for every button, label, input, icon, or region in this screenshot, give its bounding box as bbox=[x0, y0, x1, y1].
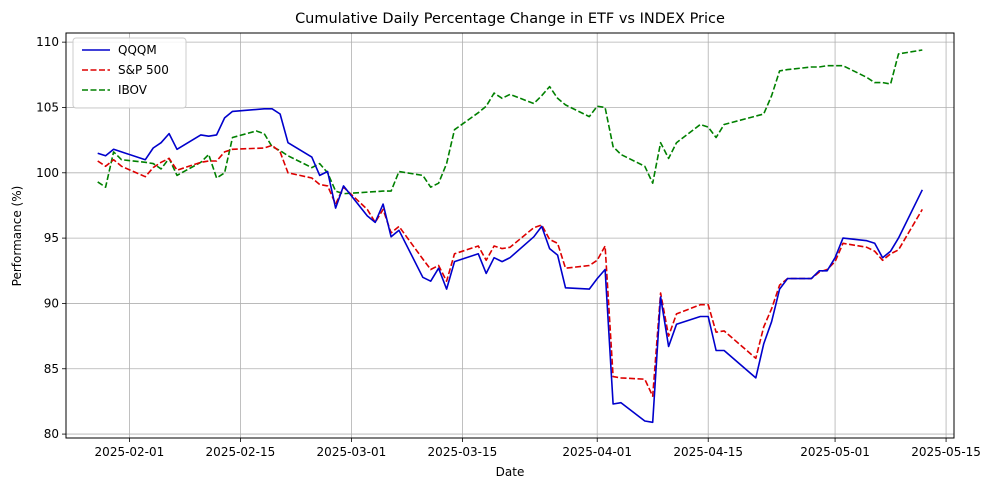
plot-area: 2025-02-01 2025-02-15 2025-03-01 2025-03-15… bbox=[36, 32, 981, 459]
x-tick-label: 2025-03-01 bbox=[317, 445, 387, 459]
x-axis-ticks: 2025-02-01 2025-02-15 2025-03-01 2025-03-15… bbox=[95, 438, 981, 459]
chart-title: Cumulative Daily Percentage Change in ET… bbox=[295, 11, 725, 27]
y-tick-label: 90 bbox=[44, 296, 59, 310]
x-tick-label: 2025-05-15 bbox=[911, 445, 981, 459]
y-tick-label: 100 bbox=[36, 166, 59, 180]
y-axis-title: Performance (%) bbox=[10, 186, 24, 287]
legend-label: QQQM bbox=[118, 43, 157, 57]
plot-frame bbox=[66, 33, 954, 438]
y-tick-label: 80 bbox=[44, 427, 59, 441]
y-tick-label: 85 bbox=[44, 362, 59, 376]
y-tick-label: 110 bbox=[36, 35, 59, 49]
series-line-s-p-500 bbox=[97, 144, 923, 398]
grid-lines bbox=[66, 33, 954, 438]
y-tick-label: 95 bbox=[44, 231, 59, 245]
legend: QQQM S&P 500 IBOV bbox=[72, 37, 187, 109]
y-axis-ticks: 80 85 90 95 100 105 110 bbox=[36, 35, 66, 441]
x-tick-label: 2025-05-01 bbox=[800, 445, 870, 459]
plot-border bbox=[65, 32, 955, 439]
x-tick-label: 2025-02-15 bbox=[206, 445, 276, 459]
y-tick-label: 105 bbox=[36, 100, 59, 114]
x-axis-title: Date bbox=[496, 465, 525, 479]
series-layer bbox=[97, 49, 924, 424]
x-tick-label: 2025-03-15 bbox=[428, 445, 498, 459]
x-tick-label: 2025-04-01 bbox=[562, 445, 632, 459]
legend-label: S&P 500 bbox=[118, 63, 169, 77]
series-line-ibov bbox=[97, 49, 923, 195]
series-line-qqqm bbox=[97, 108, 924, 424]
x-tick-label: 2025-02-01 bbox=[95, 445, 165, 459]
x-tick-label: 2025-04-15 bbox=[673, 445, 743, 459]
legend-label: IBOV bbox=[118, 83, 148, 97]
